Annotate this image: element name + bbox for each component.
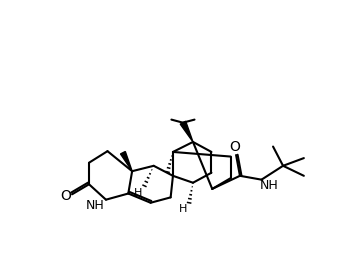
Text: NH: NH bbox=[86, 199, 104, 212]
Polygon shape bbox=[121, 152, 132, 171]
Polygon shape bbox=[180, 121, 193, 142]
Text: O: O bbox=[229, 140, 240, 154]
Text: H: H bbox=[134, 188, 143, 198]
Text: NH: NH bbox=[260, 178, 279, 192]
Text: O: O bbox=[60, 189, 71, 203]
Text: H: H bbox=[179, 204, 187, 214]
